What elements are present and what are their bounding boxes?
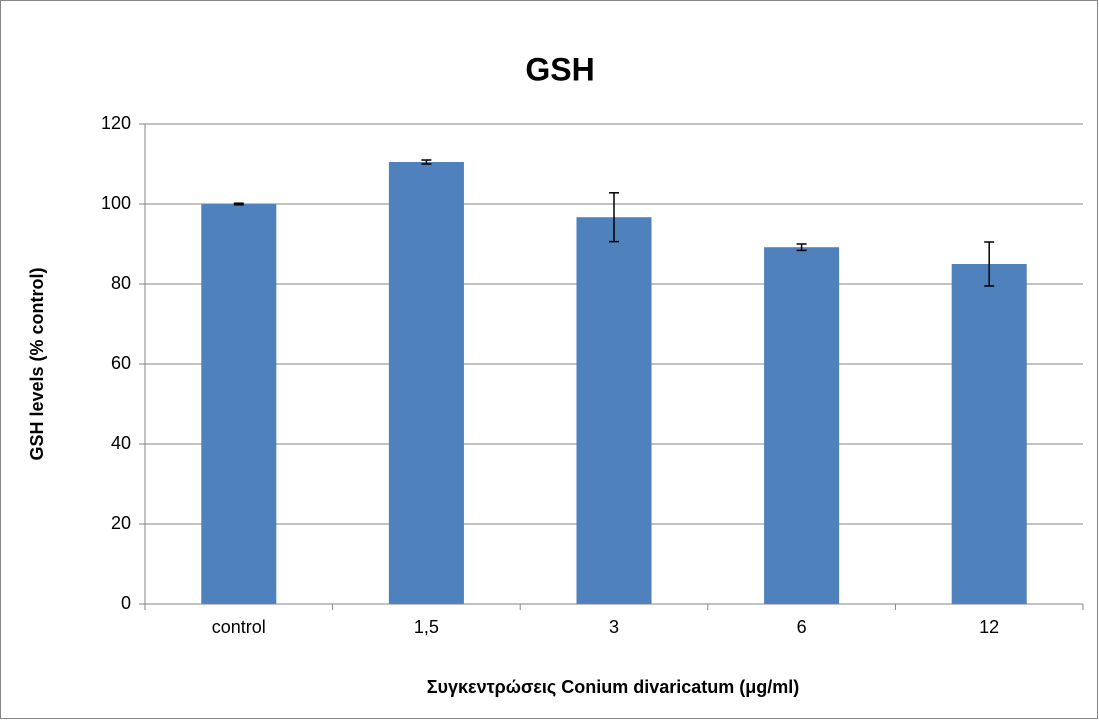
bar — [388, 162, 464, 604]
bar — [951, 264, 1027, 604]
y-tick-label: 80 — [111, 273, 131, 293]
x-axis-label: Συγκεντρώσεις Conium divaricatum (μg/ml) — [427, 677, 800, 697]
y-tick-label: 60 — [111, 353, 131, 373]
bar — [576, 217, 652, 604]
bar — [201, 204, 277, 604]
y-tick-label: 40 — [111, 433, 131, 453]
x-tick-label: control — [212, 617, 266, 637]
y-axis-label: GSH levels (% control) — [27, 267, 47, 460]
y-tick-label: 0 — [121, 593, 131, 613]
error-bar — [796, 243, 807, 252]
error-bar — [421, 159, 432, 165]
y-tick-label: 120 — [101, 113, 131, 133]
error-bar — [233, 202, 244, 206]
y-tick-label: 100 — [101, 193, 131, 213]
error-bar — [984, 241, 995, 287]
y-tick-label: 20 — [111, 513, 131, 533]
x-tick-label: 6 — [797, 617, 807, 637]
chart-title: GSH — [525, 51, 594, 87]
x-tick-label: 1,5 — [414, 617, 439, 637]
x-tick-label: 12 — [979, 617, 999, 637]
error-bar — [609, 192, 619, 243]
bar — [764, 247, 840, 604]
x-tick-label: 3 — [609, 617, 619, 637]
